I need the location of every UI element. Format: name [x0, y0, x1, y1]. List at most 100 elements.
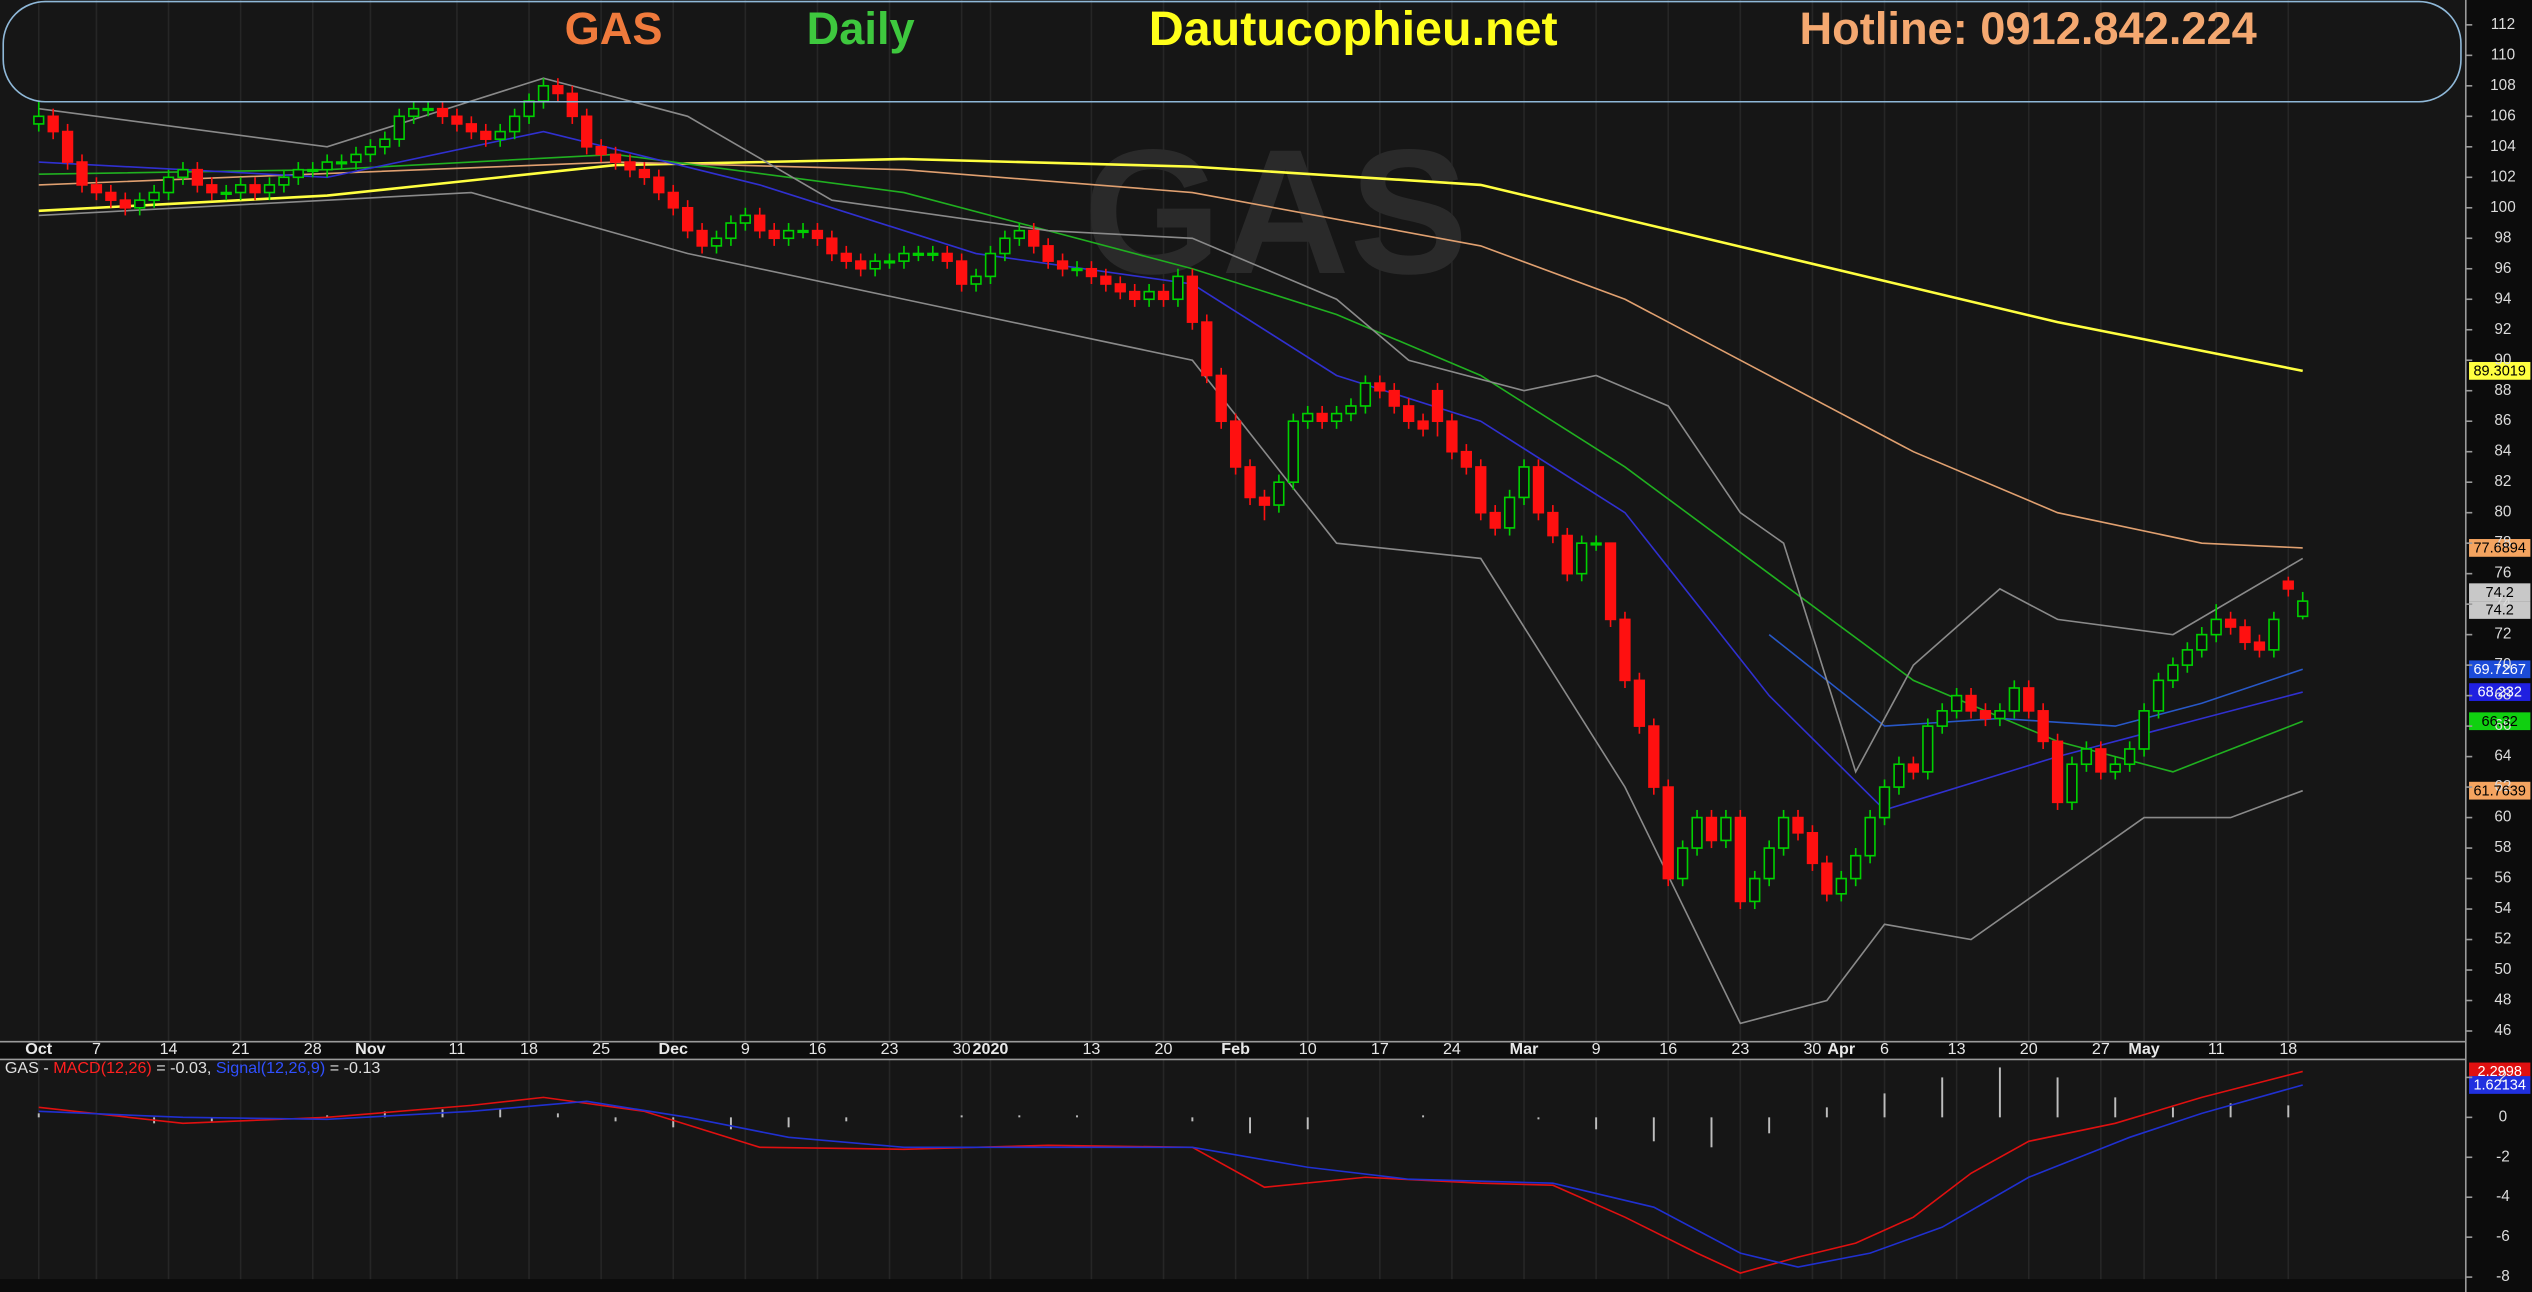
candle-body [595, 145, 607, 156]
value-badge [2469, 683, 2531, 701]
candle-body [1734, 816, 1746, 903]
x-tick-label: May [2128, 1040, 2159, 1058]
candle-body [119, 199, 131, 209]
value-badge [2469, 781, 2531, 800]
value-badge-label: 1.62134 [2473, 1078, 2525, 1094]
candle-body [1662, 786, 1674, 880]
candle-body [811, 229, 824, 240]
x-tick-label: 28 [304, 1040, 322, 1058]
candle-body [609, 153, 622, 163]
candle-body [826, 237, 838, 255]
candle-body [364, 145, 377, 156]
y-tick-label: 56 [2494, 870, 2511, 887]
candle-body [480, 130, 492, 140]
candle-body [177, 168, 189, 179]
candle-body [869, 260, 881, 270]
candle-body [581, 115, 593, 148]
y-tick-label: 62 [2494, 778, 2511, 795]
x-tick-label: 23 [1731, 1040, 1749, 1058]
x-tick-label: 6 [1880, 1040, 1889, 1058]
candle-body [2239, 626, 2251, 644]
value-badge-label: 2.2998 [2478, 1064, 2522, 1080]
candle-body [1172, 275, 1184, 301]
candle-body [465, 123, 478, 133]
candle-body [1720, 816, 1732, 842]
candle-body [883, 260, 896, 264]
x-tick-label: 9 [741, 1040, 750, 1058]
y-tick-label: 50 [2494, 961, 2511, 978]
x-tick-label: Feb [1221, 1040, 1250, 1058]
y-tick-label: 2 [2499, 1068, 2508, 1085]
x-tick-label: Nov [355, 1040, 385, 1058]
candle-body [2167, 664, 2179, 682]
candle-body [1374, 382, 1386, 392]
candle-body [1460, 450, 1472, 468]
y-tick-label: 46 [2494, 1022, 2511, 1039]
candle-body [292, 168, 304, 179]
candle-body [855, 260, 867, 270]
candle-body [1936, 710, 1948, 727]
candle-body [1215, 374, 1227, 423]
candle-body [278, 176, 290, 186]
y-tick-label: -2 [2496, 1148, 2510, 1165]
candle-body [206, 184, 218, 194]
candle-body [2023, 687, 2035, 712]
candle-body [1878, 786, 1891, 819]
value-badge [2469, 601, 2531, 619]
x-tick-label: 25 [592, 1040, 610, 1058]
y-tick-label: 94 [2494, 290, 2512, 307]
macd-header-part: MACD(12,26) [53, 1059, 152, 1077]
value-badge-label: 61.7639 [2473, 783, 2525, 799]
candle-body [2080, 748, 2093, 766]
candle-body [1417, 420, 1429, 430]
y-tick-label: 64 [2494, 748, 2512, 765]
candle-body [1648, 725, 1660, 788]
candle-body [768, 229, 780, 240]
candle-body [61, 130, 74, 163]
y-tick-label: -8 [2496, 1268, 2510, 1285]
site: Dautucophieu.net [1149, 2, 1558, 56]
candle-body [379, 138, 391, 148]
indicator-line [38, 130, 2303, 811]
candle-body [307, 168, 319, 173]
macd-header-part: = -0.03, [152, 1059, 216, 1077]
y-tick-label: -4 [2496, 1188, 2510, 1205]
candle-body [624, 161, 636, 171]
x-tick-label: 9 [1592, 1040, 1601, 1058]
x-tick-label: Mar [1510, 1040, 1539, 1058]
candle-body [451, 115, 463, 125]
candle-body [2224, 618, 2237, 628]
candle-body [638, 168, 651, 179]
candle-body [1114, 283, 1126, 293]
x-tick-label: 24 [1443, 1040, 1461, 1058]
candle-body [1965, 694, 1977, 712]
candle-body [1792, 816, 1804, 834]
x-tick-label: 21 [232, 1040, 250, 1058]
candle-body [984, 252, 997, 278]
candle-body [1532, 466, 1545, 514]
y-tick-label: 78 [2494, 534, 2511, 551]
candle-body [1749, 877, 1761, 903]
candle-body [2268, 618, 2280, 651]
candle-body [350, 153, 362, 163]
x-tick-label: 13 [1948, 1040, 1966, 1058]
value-badge [2469, 660, 2531, 679]
y-tick-label: 90 [2494, 351, 2511, 368]
value-badge-label: 69.7267 [2473, 662, 2525, 678]
x-tick-label: 11 [449, 1040, 466, 1058]
indicator-line [38, 77, 2304, 774]
value-badge-label: 66.32 [2482, 714, 2518, 730]
candle-body [234, 184, 247, 194]
candle-body [1619, 618, 1631, 682]
candle-body [1143, 290, 1155, 301]
candle-body [710, 237, 723, 247]
x-tick-label: 23 [881, 1040, 899, 1058]
candle-body [1950, 694, 1963, 712]
candle-body [754, 214, 766, 232]
candle-body [1359, 382, 1372, 407]
candle-body [1561, 534, 1573, 575]
x-tick-label: 30 [953, 1040, 971, 1058]
candle-body [1316, 412, 1328, 423]
